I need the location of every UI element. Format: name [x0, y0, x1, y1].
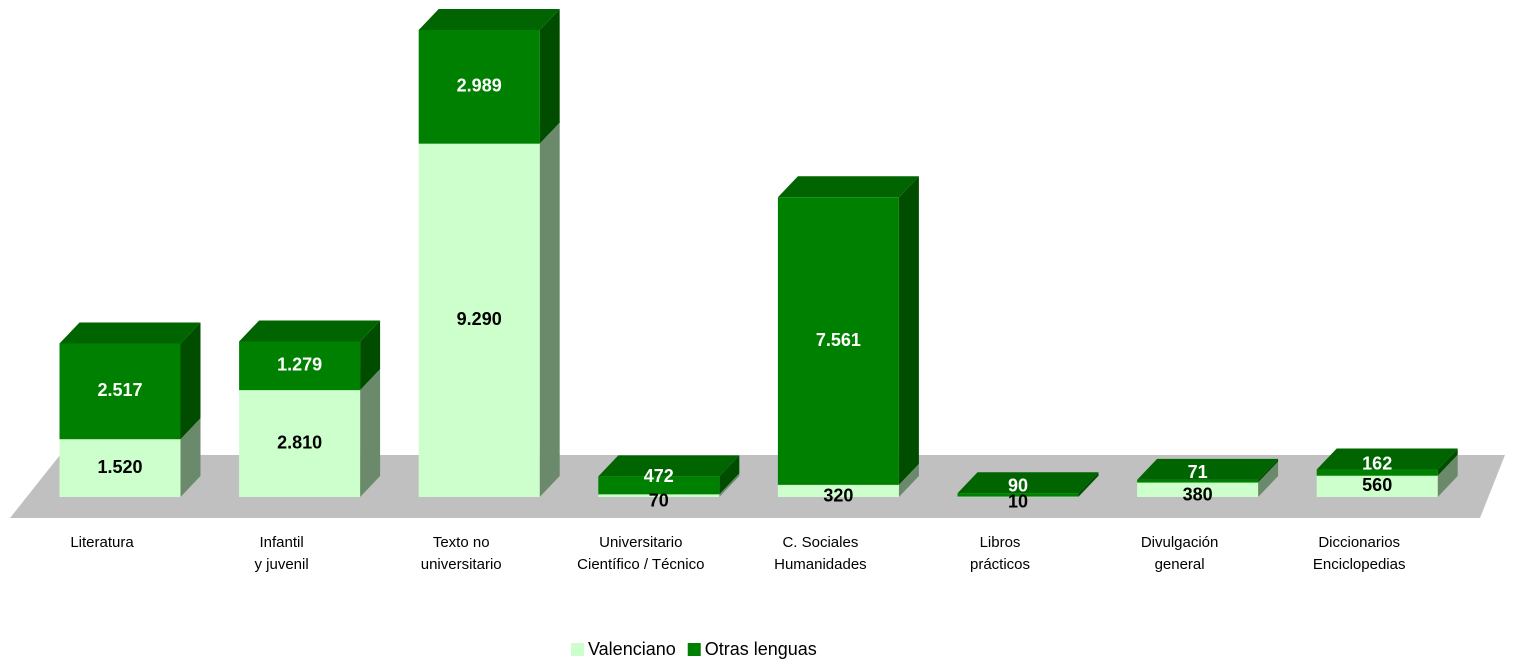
bar-side: [180, 322, 201, 440]
bar: [1316, 475, 1438, 497]
bar: [1137, 479, 1259, 483]
value-label: 10: [1008, 492, 1028, 512]
bar-side: [719, 473, 740, 497]
bar-side: [539, 9, 560, 144]
bar: [598, 476, 720, 495]
bar: [418, 30, 540, 144]
bar: [418, 143, 540, 497]
bar-top: [598, 455, 740, 477]
bar: [598, 494, 720, 497]
x-tick-label: y juvenil: [254, 556, 308, 573]
value-label: 7.561: [816, 330, 861, 350]
bar: [1316, 469, 1438, 476]
bar-side: [898, 463, 919, 497]
bar-top: [957, 472, 1099, 494]
bar: [957, 493, 1079, 497]
value-label: 1.279: [277, 355, 322, 375]
bar-top: [59, 322, 201, 344]
value-label: 2.517: [97, 380, 142, 400]
bar: [1137, 482, 1259, 497]
x-tick-label: Científico / Técnico: [577, 556, 704, 573]
x-tick-label: Humanidades: [774, 556, 867, 573]
bar-top: [418, 9, 560, 30]
bar: [777, 484, 899, 497]
bar-side: [180, 418, 201, 497]
bar-top: [239, 320, 381, 342]
value-label: 71: [1188, 462, 1208, 482]
value-label: 472: [644, 466, 674, 486]
floor: [10, 455, 1505, 518]
bar: [239, 390, 361, 497]
legend-label: Otras lenguas: [705, 639, 817, 659]
legend-label: Valenciano: [588, 639, 676, 659]
x-tick-label: prácticos: [970, 556, 1030, 573]
bar-side: [1078, 475, 1099, 497]
x-tick-label: general: [1155, 556, 1205, 573]
bar-side: [360, 369, 381, 497]
bar: [777, 197, 899, 485]
bar: [239, 341, 361, 391]
value-label: 2.810: [277, 432, 322, 452]
value-label: 162: [1362, 453, 1392, 473]
value-label: 320: [823, 486, 853, 506]
bar-top: [1137, 458, 1279, 480]
bar: [59, 439, 181, 497]
value-label: 90: [1008, 476, 1028, 496]
value-label: 380: [1183, 485, 1213, 505]
x-tick-label: Diccionarios: [1318, 534, 1400, 551]
bar-side: [539, 122, 560, 497]
x-tick-label: Enciclopedias: [1313, 556, 1406, 573]
x-tick-label: Libros: [980, 534, 1021, 551]
bar-side: [898, 176, 919, 485]
value-label: 9.290: [457, 309, 502, 329]
bar-side: [1437, 448, 1458, 476]
value-label: 2.989: [457, 76, 502, 96]
bar-side: [1258, 461, 1279, 497]
x-tick-label: Divulgación: [1141, 534, 1219, 551]
x-tick-label: Texto no: [433, 534, 490, 551]
legend-swatch: [687, 643, 701, 656]
x-tick-label: Universitario: [599, 534, 682, 551]
value-label: 560: [1362, 475, 1392, 495]
bar-side: [1078, 472, 1099, 497]
x-tick-label: Infantil: [259, 534, 303, 551]
x-tick-label: universitario: [421, 556, 502, 573]
bar-side: [719, 455, 740, 495]
bar-top: [777, 176, 919, 198]
value-label: 70: [649, 490, 669, 510]
value-label: 1.520: [97, 457, 142, 477]
x-tick-label: Literatura: [70, 534, 134, 551]
x-tick-label: C. Sociales: [782, 534, 858, 551]
bar: [59, 343, 181, 440]
bar: [957, 496, 1079, 498]
bar-top: [1316, 448, 1458, 470]
bar-side: [1437, 454, 1458, 497]
bar-side: [360, 320, 381, 391]
legend-swatch: [571, 643, 584, 656]
bar-side: [1258, 458, 1279, 483]
